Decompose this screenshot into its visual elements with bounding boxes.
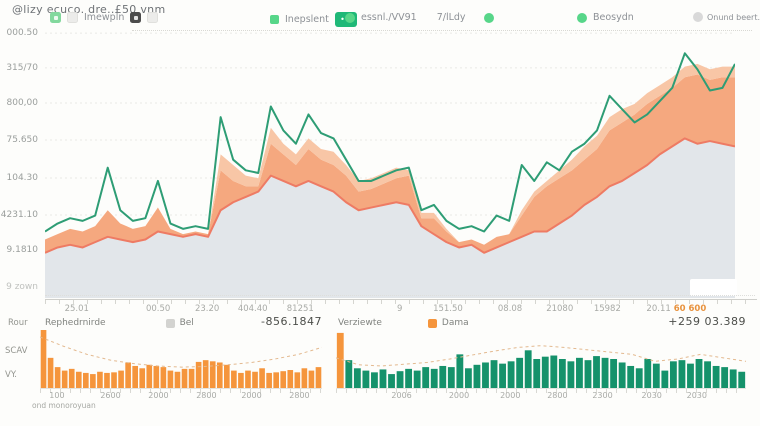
x-tick-label: 2000 <box>241 391 262 400</box>
legend-series-label: Imewpln <box>84 12 125 23</box>
y-tick-label: 800,00 <box>6 98 39 109</box>
bottom-right-chart-svg[interactable] <box>336 330 746 388</box>
y-tick-label: 104.30 <box>6 173 39 184</box>
bottom-left-header: Rephedrnirde Bel <box>45 318 194 328</box>
y-tick-label: 000.50 <box>6 28 39 39</box>
bottom-left-legend-label: Bel <box>179 318 194 328</box>
x-tick-label: 21080 <box>546 304 574 314</box>
main-x-labels: 25.01 00.50 23.20 404.40 81251 9 151.50 08.08 21… <box>45 304 735 316</box>
gray-dot-icon <box>693 12 703 22</box>
x-tick-label: 2030 <box>641 391 662 400</box>
bottom-left-footer: ond monoroyuan <box>32 401 96 410</box>
x-tick-label: 20.11 60 600 <box>646 304 707 314</box>
legend-item-onund[interactable]: Onund beert. /VIIdV X <box>693 12 760 22</box>
main-chart-svg[interactable] <box>45 32 735 298</box>
x-tick-label: 100 <box>49 391 65 400</box>
left-x-labels: 100 2600 2000 2800 2000 2800 <box>40 391 322 403</box>
bottom-left-chart[interactable] <box>40 330 322 388</box>
bottom-left-title: Rephedrnirde <box>45 318 106 328</box>
x-axis-ticks <box>45 300 757 304</box>
x-tick-label: 2800 <box>196 391 217 400</box>
x-tick-label: 08.08 <box>497 304 523 314</box>
x-tick-label: 2000 <box>148 391 169 400</box>
bottom-right-value: +259 03.389 <box>668 315 746 328</box>
x-tick-label: 2600 <box>100 391 121 400</box>
checkbox-green-icon[interactable] <box>50 12 61 23</box>
y-axis-labels: 000.50 315/70 800,00 75.650 104.30 4231.10 9.1… <box>0 28 40 298</box>
x-tick-label: 2800 <box>547 391 568 400</box>
legend-series-toggles[interactable]: Imewpln <box>50 12 159 23</box>
y-tick-label: 75.650 <box>6 134 39 145</box>
bottom-left-side-label-2: VY. <box>5 370 17 380</box>
legend-beosydn-label: Beosydn <box>593 12 634 23</box>
legend-item-beosydn[interactable]: Beosydn <box>577 12 634 23</box>
x-tick-label: 00.50 <box>145 304 171 314</box>
x-tick-label: 23.20 <box>194 304 220 314</box>
bottom-left-row-label: Rour <box>8 318 28 328</box>
legend-essnl-label: essnl./VV91 <box>361 12 417 23</box>
x-tick-label: 2300 <box>592 391 613 400</box>
checkbox-dark-icon[interactable] <box>130 12 142 23</box>
bottom-right-axis-ticks <box>336 388 746 393</box>
legend-onund-label: Onund beert. /VIIdV X <box>707 12 760 22</box>
bottom-right-chart[interactable] <box>336 330 746 388</box>
bottom-right-title: Verziewte <box>338 318 382 328</box>
y-tick-label: 9 zown <box>6 282 38 293</box>
y-tick-label: 4231.10 <box>0 210 38 220</box>
bottom-left-chart-svg[interactable] <box>40 330 322 388</box>
y-tick-label: 9.1810 <box>6 245 39 256</box>
bottom-left-value: -856.1847 <box>261 315 322 328</box>
x-tick-label: 2030 <box>686 391 707 400</box>
x-tick-label: 15982 <box>593 304 621 314</box>
legend-inepslent-label: Inepslent <box>285 14 329 25</box>
x-axis-dotted-line <box>45 295 755 296</box>
green-dot-icon <box>345 12 355 23</box>
legend-item-inepslent[interactable]: Inepslent •• <box>270 12 357 27</box>
bottom-left-axis-ticks <box>40 388 322 393</box>
x-axis-line <box>45 299 757 300</box>
legend-7lldy-label: 7/lLdy <box>436 12 466 23</box>
x-tick-highlight: 60 600 <box>670 304 707 314</box>
gray-square-icon[interactable] <box>165 318 175 328</box>
x-tick-label: 2006 <box>391 391 412 400</box>
green-dot-icon-3 <box>577 12 587 23</box>
bottom-right-header: Verziewte Dama <box>338 318 469 328</box>
orange-square-icon[interactable] <box>427 318 437 328</box>
header-divider <box>132 30 752 31</box>
x-tick-label: 2800 <box>289 391 310 400</box>
bottom-left-side-label-1: SCAV <box>5 346 28 356</box>
x-tick-label: 25.01 <box>64 304 89 314</box>
x-tick-label: 404.40 <box>237 304 268 314</box>
x-tick-label: 9 <box>396 304 403 314</box>
green-dot-icon-2 <box>483 12 494 23</box>
axis-highlight-box <box>690 279 737 296</box>
checkbox-gray-icon[interactable] <box>67 12 78 23</box>
right-x-labels: 2006 2000 2000 2800 2300 2030 2030 <box>336 391 746 403</box>
x-tick-label: 81251 <box>286 304 314 314</box>
checkbox-gray-icon-2[interactable] <box>147 12 159 23</box>
legend-item-essnl[interactable]: essnl./VV91 7/lLdy <box>345 12 494 23</box>
y-tick-label: 315/70 <box>6 62 38 73</box>
x-tick-label: 151.50 <box>433 304 463 314</box>
x-tick-label: 2000 <box>448 391 470 400</box>
bottom-right-legend-label: Dama <box>441 318 469 328</box>
green-square-icon <box>270 15 279 24</box>
main-chart-plot[interactable] <box>45 32 737 298</box>
x-tick-label: 2000 <box>500 391 521 400</box>
